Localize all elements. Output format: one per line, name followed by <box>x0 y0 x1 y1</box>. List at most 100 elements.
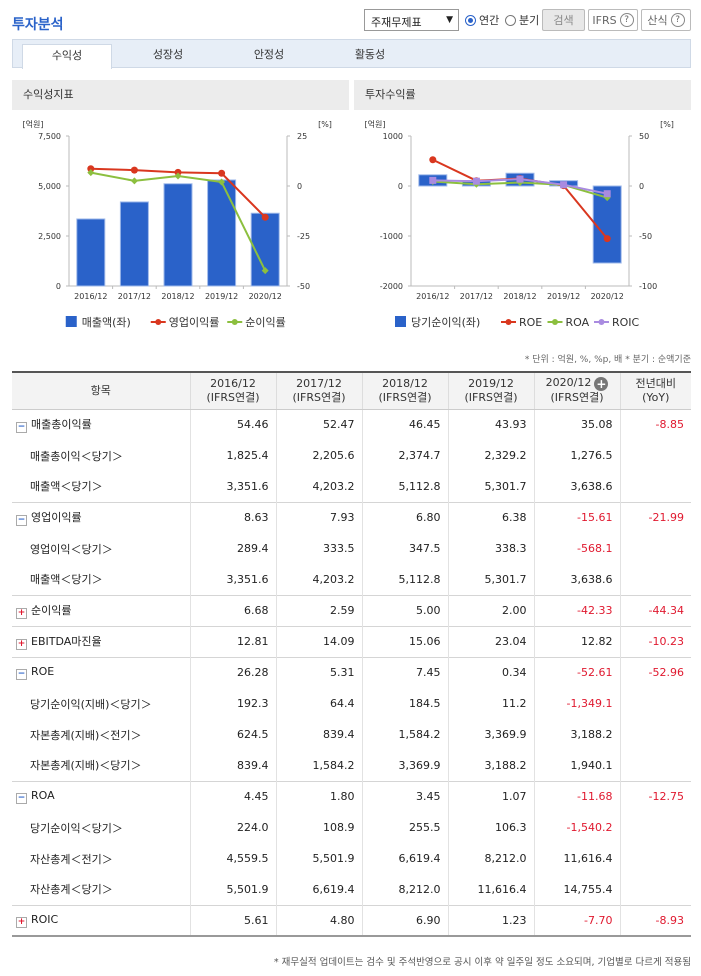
legend-label: ROIC <box>612 316 640 329</box>
value-cell: 4.80 <box>276 904 363 937</box>
yoy-cell <box>620 843 691 874</box>
value-cell: 2,329.2 <box>448 440 535 471</box>
row-label[interactable]: + ROIC <box>12 904 191 937</box>
page-title: 투자분석 <box>12 17 64 33</box>
legend-marker <box>155 319 162 325</box>
line-point <box>472 177 480 185</box>
row-label[interactable]: + EBITDA마진율 <box>12 625 191 657</box>
tick-label-left: -2000 <box>380 282 403 291</box>
formula-button[interactable]: 산식? <box>641 9 691 31</box>
statement-select[interactable]: 주재무제표 ▼ <box>364 9 459 31</box>
expand-columns-icon[interactable]: + <box>594 377 609 392</box>
legend-label: ROE <box>519 316 542 329</box>
row-label[interactable]: − ROA <box>12 780 191 812</box>
expand-icon[interactable]: + <box>16 608 27 619</box>
tick-label-left: 0 <box>56 282 61 291</box>
radio-quarter-dot[interactable] <box>505 14 516 26</box>
tick-label-right: 0 <box>297 182 302 191</box>
value-cell: 1,584.2 <box>276 750 363 781</box>
tab-activity[interactable]: 활동성 <box>354 48 386 61</box>
table-row: 영업이익＜당기＞ 289.4 333.5 347.5 338.3 -568.1 <box>12 533 691 564</box>
radio-quarter[interactable]: 분기 <box>505 12 539 28</box>
row-label-text: 매출액＜당기＞ <box>30 480 103 494</box>
table-row: + ROIC 5.61 4.80 6.90 1.23 -7.70 -8.93 <box>12 904 691 937</box>
tick-label-left: 0 <box>398 182 403 191</box>
value-cell: 108.9 <box>276 812 363 843</box>
collapse-icon[interactable]: − <box>16 422 27 434</box>
table-row: 당기순이익(지배)＜당기＞ 192.3 64.4 184.5 11.2 -1,349.1 <box>12 688 691 719</box>
value-cell: 14,755.4 <box>534 874 621 905</box>
x-tick-label: 2016/12 <box>74 292 107 301</box>
expand-icon[interactable]: + <box>16 916 27 928</box>
tick-label-left: 1000 <box>383 132 403 141</box>
radio-annual[interactable]: 연간 <box>465 12 499 28</box>
tab-stability[interactable]: 안정성 <box>253 48 285 61</box>
analysis-tabs: 수익성 성장성 안정성 활동성 <box>12 39 691 69</box>
table-body: − 매출총이익률 54.46 52.47 46.45 43.93 35.08 -8.85 매출총… <box>12 408 691 937</box>
row-label[interactable]: + 순이익률 <box>12 594 191 626</box>
row-label: 자산총계＜당기＞ <box>12 874 191 905</box>
legend-label: ROA <box>566 316 590 329</box>
row-label[interactable]: − ROE <box>12 656 191 688</box>
value-cell: 3,351.6 <box>190 564 277 595</box>
collapse-icon[interactable]: − <box>16 669 27 681</box>
legend-label: 영업이익률 <box>169 316 220 329</box>
header-col: 2017/12 (IFRS연결) <box>276 372 363 410</box>
line-point <box>174 168 182 176</box>
search-button[interactable]: 검색 <box>542 9 585 31</box>
table-row: − 영업이익률 8.63 7.93 6.80 6.38 -15.61 -21.99 <box>12 501 691 533</box>
axis-unit-right: [%] <box>318 120 332 129</box>
expand-icon[interactable]: + <box>16 639 27 650</box>
x-tick-label: 2018/12 <box>503 292 536 301</box>
value-cell: 5.61 <box>190 904 277 937</box>
tick-label-right: -25 <box>297 232 310 241</box>
row-label[interactable]: − 영업이익률 <box>12 501 191 533</box>
value-cell: 3,188.2 <box>534 719 621 750</box>
row-label-text: 자본총계(지배)＜전기＞ <box>30 728 142 742</box>
radio-annual-dot[interactable] <box>465 14 476 26</box>
tick-label-left: 5,000 <box>38 182 61 191</box>
legend-label: 순이익률 <box>245 316 285 329</box>
value-cell: 6.80 <box>362 501 449 533</box>
tab-growth[interactable]: 성장성 <box>152 48 184 61</box>
investment-return-chart: [억원] [%] 1000 0 -1000 -2000 50 0 -50 -100 2016/12 2… <box>365 119 674 329</box>
value-cell: 5.00 <box>362 594 449 626</box>
row-label: 자본총계(지배)＜당기＞ <box>12 750 191 781</box>
value-cell: 3,638.6 <box>534 471 621 502</box>
chart-panel-investment: 투자수익률 [억원] [%] 1000 0 -1000 -2000 50 0 -50 -100 20… <box>354 80 691 342</box>
axis-unit-right: [%] <box>660 120 674 129</box>
value-cell: 5.31 <box>276 656 363 688</box>
value-cell: -1,349.1 <box>534 688 621 719</box>
collapse-icon[interactable]: − <box>16 793 27 805</box>
yoy-cell: -8.93 <box>620 904 691 937</box>
table-row: − ROA 4.45 1.80 3.45 1.07 -11.68 -12.75 <box>12 780 691 812</box>
value-cell: 46.45 <box>362 408 449 440</box>
row-label: 당기순이익＜당기＞ <box>12 812 191 843</box>
axis-unit-left: [억원] <box>365 119 386 129</box>
value-cell: 64.4 <box>276 688 363 719</box>
table-row: + EBITDA마진율 12.81 14.09 15.06 23.04 12.82 -10.2… <box>12 625 691 657</box>
profitability-table: 항목 2016/12 (IFRS연결) 2017/12 (IFRS연결) 2018/12(… <box>12 371 691 937</box>
table-row: 자산총계＜당기＞ 5,501.9 6,619.4 8,212.0 11,616.4 14,… <box>12 874 691 905</box>
collapse-icon[interactable]: − <box>16 515 27 527</box>
row-label[interactable]: − 매출총이익률 <box>12 408 191 440</box>
help-icon: ? <box>619 13 634 27</box>
value-cell: -568.1 <box>534 533 621 564</box>
yoy-cell <box>620 440 691 471</box>
line-point <box>261 267 269 275</box>
yoy-cell <box>620 719 691 750</box>
row-label: 매출액＜당기＞ <box>12 471 191 502</box>
value-cell: 255.5 <box>362 812 449 843</box>
tab-profitability[interactable]: 수익성 <box>22 44 112 69</box>
value-cell: 1,584.2 <box>362 719 449 750</box>
help-icon: ? <box>670 13 685 27</box>
value-cell: 5,301.7 <box>448 471 535 502</box>
table-row: 매출액＜당기＞ 3,351.6 4,203.2 5,112.8 5,301.7 3,638… <box>12 564 691 595</box>
ifrs-button[interactable]: IFRS? <box>588 9 638 31</box>
chart-title: 투자수익률 <box>354 80 691 110</box>
header-text: 2018/12 <box>382 376 428 390</box>
value-cell: 6.90 <box>362 904 449 937</box>
value-cell: 347.5 <box>362 533 449 564</box>
value-cell: 6,619.4 <box>276 874 363 905</box>
line-point <box>130 177 138 185</box>
